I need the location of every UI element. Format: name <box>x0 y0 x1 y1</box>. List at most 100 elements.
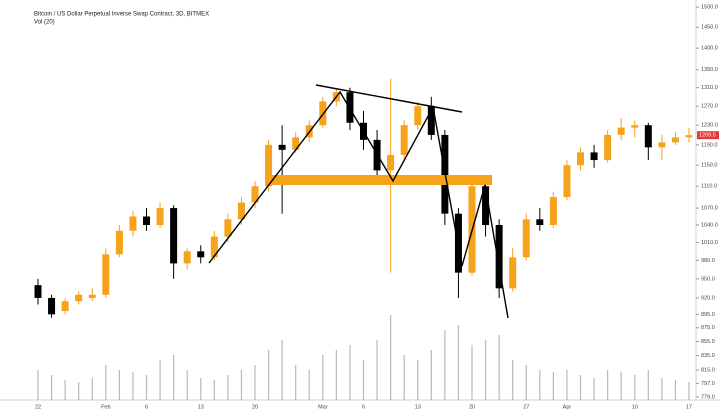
volume-bar <box>620 372 622 400</box>
neckline <box>315 84 463 113</box>
candle-body <box>577 152 584 166</box>
candle-body <box>617 127 625 135</box>
candle-body <box>590 152 598 161</box>
volume-bar <box>390 315 392 400</box>
y-tick-label: 1070.0 <box>701 206 718 212</box>
volume-bar <box>430 350 432 400</box>
volume-bar <box>186 370 188 400</box>
volume-bar <box>607 370 609 400</box>
candle-body <box>631 125 639 128</box>
candle-body <box>237 202 245 220</box>
candle-body <box>400 125 408 155</box>
candle-body <box>685 135 693 138</box>
candle-body <box>143 216 150 226</box>
volume-bar <box>362 360 365 400</box>
volume-bar <box>376 340 378 400</box>
candle-body <box>644 125 652 148</box>
y-tick-label: 1150.0 <box>701 163 717 169</box>
y-tick-label: 1190.0 <box>701 142 717 148</box>
x-tick-label: 20 <box>252 404 258 410</box>
volume-bar <box>227 375 229 400</box>
y-tick-label: 950.0 <box>701 276 715 282</box>
y-tick-label: 1500.0 <box>701 5 718 11</box>
candle-body <box>156 208 164 226</box>
candle-body <box>75 294 83 302</box>
volume-bar <box>64 380 66 400</box>
candle-body <box>48 297 56 315</box>
volume-bar <box>267 350 270 400</box>
volume-bar <box>78 382 80 400</box>
volume-bar <box>688 382 690 400</box>
candle-body <box>549 197 557 226</box>
y-tick-label: 980.0 <box>701 258 715 264</box>
candle-body <box>563 165 571 198</box>
candle-body <box>265 144 273 187</box>
volume-bar <box>647 370 649 400</box>
x-tick-label: Apr <box>563 404 572 410</box>
volume-bar <box>173 355 175 400</box>
volume-bar <box>539 370 541 400</box>
candle-body <box>509 257 517 289</box>
volume-bar <box>240 370 243 400</box>
candle-body <box>522 219 530 258</box>
volume-bar <box>145 375 148 400</box>
pattern-annotations <box>208 84 509 319</box>
x-tick-label: 17 <box>686 404 692 410</box>
volume-bar <box>512 360 514 400</box>
volume-bar <box>281 340 283 400</box>
x-tick-label: 22 <box>35 404 41 410</box>
volume-bar <box>593 378 595 400</box>
x-tick-label: 13 <box>198 404 204 410</box>
candle-body <box>414 106 422 126</box>
volume-bar <box>525 365 527 400</box>
volume-bar <box>213 380 215 400</box>
volume-bar <box>91 378 93 400</box>
candle-body <box>387 154 395 171</box>
volume-bar <box>322 355 324 400</box>
volume-bar <box>37 370 39 400</box>
candle-body <box>170 208 178 264</box>
last-price-label: 1209.5 <box>699 133 716 139</box>
volume-bar <box>634 375 636 400</box>
last-price-box <box>697 131 719 140</box>
candle-body <box>88 294 96 298</box>
candle-body <box>495 225 503 289</box>
x-tick-label: 6 <box>362 404 365 410</box>
candle-body <box>278 144 286 150</box>
candle-body <box>224 219 232 237</box>
candle-body <box>482 186 490 226</box>
y-tick-label: 815.0 <box>701 368 715 374</box>
x-tick-label: 6 <box>145 404 148 410</box>
volume-bar <box>403 355 405 400</box>
candle-body <box>61 301 69 312</box>
y-tick-label: 920.0 <box>701 295 715 301</box>
volume-bar <box>552 372 554 400</box>
volume-bar <box>566 370 568 400</box>
x-tick-label: 20 <box>469 404 475 410</box>
candle-body <box>604 134 612 161</box>
y-tick-label: 835.0 <box>701 353 715 359</box>
volume-bar <box>498 335 500 400</box>
volume-bar <box>579 375 582 400</box>
x-tick-label: Mar <box>318 404 328 410</box>
chart-title: Bitcoin / US Dollar Perpetual Inverse Sw… <box>34 12 209 18</box>
volume-bar <box>254 365 256 400</box>
candle-body <box>183 251 191 264</box>
volume-bar <box>50 375 53 400</box>
volume-bar <box>484 340 487 400</box>
y-tick-label: 1310.0 <box>701 85 718 91</box>
y-tick-label: 1110.0 <box>701 184 717 190</box>
candle-body <box>115 230 123 255</box>
volume-bar <box>118 370 120 400</box>
x-tick-label: 10 <box>632 404 638 410</box>
volume-bar <box>349 345 351 400</box>
y-tick-label: 1230.0 <box>701 123 718 129</box>
candle-body <box>197 251 205 258</box>
x-tick-label: Feb <box>101 404 110 410</box>
y-tick-label: 855.0 <box>701 339 715 345</box>
volume-bar <box>661 378 663 400</box>
volume-bar <box>417 360 419 400</box>
candle-body <box>102 254 110 295</box>
